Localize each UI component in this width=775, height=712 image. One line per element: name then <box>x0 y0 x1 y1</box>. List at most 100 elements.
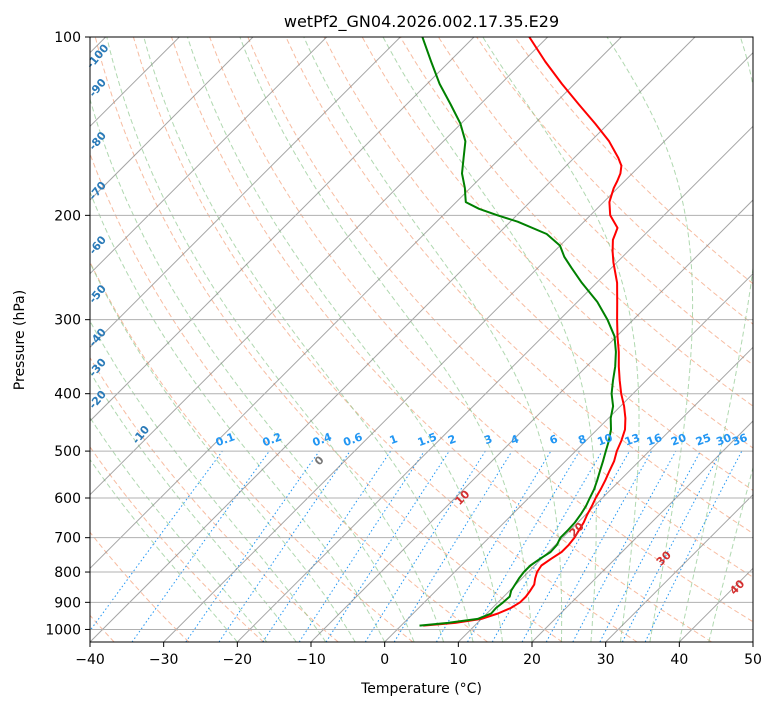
mixing-ratio-line <box>644 450 743 642</box>
isotherm-line <box>678 567 753 642</box>
mixing-ratio-line <box>262 450 392 642</box>
dry-adiabat-line <box>514 37 753 285</box>
dry-adiabat-line <box>90 152 488 642</box>
isotherm-line <box>236 125 753 642</box>
moist-adiabat-label: 0 <box>312 453 327 468</box>
isotherm-line <box>752 641 753 642</box>
x-tick-label: 10 <box>449 652 467 668</box>
moist-adiabat-line <box>678 37 753 642</box>
moist-adiabat-line <box>303 37 563 642</box>
moist-adiabat-line <box>239 37 533 642</box>
dry-adiabat-line <box>132 37 638 642</box>
mixing-ratio-line <box>90 450 223 632</box>
dry-adiabat-line <box>323 37 753 491</box>
isotherm-line <box>90 37 475 422</box>
grid-lines <box>90 37 753 642</box>
x-tick-label: 0 <box>380 652 389 668</box>
dry-adiabat-line <box>171 37 712 642</box>
dry-adiabat-line <box>90 531 190 642</box>
x-tick-label: 50 <box>744 652 762 668</box>
mixing-ratio-line <box>131 450 270 642</box>
isotherm-line <box>310 199 753 642</box>
temperature-series-line <box>423 37 627 627</box>
mixing-ratio-line <box>325 450 450 642</box>
mixing-ratio-label: 0.2 <box>261 430 284 449</box>
mixing-ratio-label: 8 <box>576 432 588 447</box>
isotherm-line <box>457 346 753 642</box>
chart-title: wetPf2_GN04.2026.002.17.35.E29 <box>284 12 559 32</box>
y-tick-label: 600 <box>54 491 81 507</box>
dry-adiabat-line <box>437 37 753 366</box>
dry-adiabat-line <box>90 260 414 642</box>
isotherm-line <box>90 37 254 201</box>
x-tick-label: −40 <box>75 652 105 668</box>
mixing-ratio-label: 36 <box>730 431 749 449</box>
background-lines <box>90 37 753 642</box>
moist-adiabat-line <box>90 320 327 642</box>
dry-adiabat-line <box>247 37 753 578</box>
isotherm-line <box>384 272 753 642</box>
y-tick-label: 500 <box>54 444 81 460</box>
mixing-ratio-label: 1.5 <box>416 430 439 449</box>
y-tick-label: 800 <box>54 565 81 581</box>
isotherm-line <box>90 37 328 275</box>
isotherm-line <box>90 37 549 496</box>
moist-adiabat-line <box>606 37 694 642</box>
dry-adiabat-line <box>209 37 753 623</box>
x-tick-label: 20 <box>523 652 541 668</box>
moist-adiabat-label: 10 <box>452 487 472 507</box>
x-tick-label: 40 <box>670 652 688 668</box>
y-tick-label: 700 <box>54 531 81 547</box>
mixing-ratio-label: 13 <box>623 431 642 448</box>
y-tick-label: 100 <box>54 30 81 46</box>
moist-adiabat-line <box>90 190 386 642</box>
mixing-ratio-label: 25 <box>694 431 713 448</box>
mixing-ratio-label: 16 <box>645 431 664 449</box>
mixing-ratio-line <box>298 450 425 642</box>
dry-adiabat-line <box>94 37 563 642</box>
dry-adiabat-line <box>399 37 753 407</box>
y-tick-label: 900 <box>54 595 81 611</box>
mixing-ratio-label: 2 <box>446 432 458 447</box>
mixing-ratio-label: 4 <box>509 432 521 447</box>
dry-adiabat-line <box>90 446 264 642</box>
x-tick-label: 30 <box>597 652 615 668</box>
x-tick-label: −30 <box>149 652 179 668</box>
x-axis-label: Temperature (°C) <box>360 681 482 697</box>
mixing-ratio-line <box>599 450 701 642</box>
dry-adiabat-line <box>90 356 339 642</box>
moist-adiabat-line <box>708 465 753 642</box>
moist-adiabat-label: 40 <box>727 577 747 597</box>
moist-adiabat-line <box>143 37 474 642</box>
mixing-ratio-line <box>185 450 320 642</box>
dry-adiabat-label: -10 <box>130 423 153 447</box>
y-axis-label: Pressure (hPa) <box>12 290 28 390</box>
isotherm-line <box>163 51 753 642</box>
y-tick-label: 1000 <box>45 622 81 638</box>
mixing-ratio-label: 6 <box>548 432 560 447</box>
y-tick-label: 200 <box>54 208 81 224</box>
plot-frame <box>89 36 754 643</box>
moist-adiabat-line <box>482 37 640 642</box>
y-tick-label: 300 <box>54 313 81 329</box>
moist-adiabat-line <box>90 458 238 642</box>
x-tick-label: −10 <box>296 652 326 668</box>
mixing-ratio-line <box>393 450 513 642</box>
dewpoint-series-line <box>419 37 617 627</box>
moist-adiabat-line <box>187 37 503 642</box>
mixing-ratio-label: 20 <box>669 431 688 449</box>
dry-adiabat-line <box>361 37 753 449</box>
y-tick-label: 400 <box>54 387 81 403</box>
dry-adiabat-line <box>285 37 753 535</box>
mixing-ratio-label: 0.6 <box>342 430 365 449</box>
mixing-ratio-line <box>218 450 351 642</box>
isotherm-line <box>90 37 622 570</box>
mixing-ratio-label: 1 <box>388 432 400 447</box>
isotherm-line <box>90 37 401 349</box>
mixing-ratio-label: 10 <box>596 431 615 449</box>
x-tick-label: −20 <box>223 652 253 668</box>
moist-adiabat-line <box>90 416 268 642</box>
isotherm-line <box>531 420 753 642</box>
mixing-ratio-label: 0.4 <box>311 430 334 449</box>
isotherm-line <box>605 493 753 642</box>
